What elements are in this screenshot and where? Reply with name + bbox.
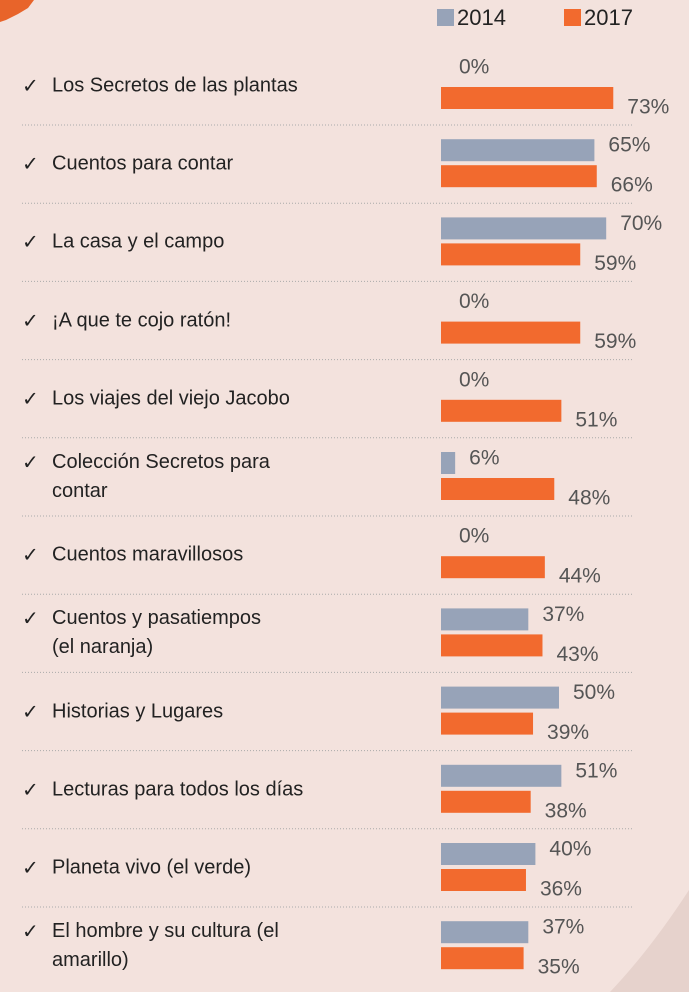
category-label: Planeta vivo (el verde) bbox=[22, 854, 422, 883]
value-label: 39% bbox=[547, 721, 589, 744]
value-label: 0% bbox=[459, 290, 489, 313]
value-label: 0% bbox=[459, 56, 489, 79]
category-label: El hombre y su cultura (el amarillo) bbox=[22, 917, 422, 975]
bar bbox=[441, 139, 595, 162]
value-label: 51% bbox=[575, 759, 617, 782]
value-label: 0% bbox=[459, 525, 489, 548]
value-label: 44% bbox=[559, 565, 601, 588]
value-label: 50% bbox=[573, 681, 615, 704]
value-label: 0% bbox=[459, 368, 489, 391]
category-label: La casa y el campo bbox=[22, 228, 422, 257]
bar bbox=[441, 452, 456, 474]
page-curl bbox=[610, 890, 689, 992]
bar bbox=[441, 686, 559, 709]
bar bbox=[441, 712, 534, 735]
bar bbox=[441, 478, 555, 500]
category-label: ¡A que te cojo ratón! bbox=[22, 306, 422, 335]
value-label: 59% bbox=[594, 252, 636, 275]
bar bbox=[441, 165, 597, 188]
bar bbox=[441, 243, 581, 266]
bar bbox=[441, 921, 529, 944]
category-label: Cuentos para contar bbox=[22, 150, 422, 179]
bar bbox=[441, 790, 531, 813]
decoration bbox=[0, 0, 34, 22]
value-label: 35% bbox=[538, 956, 580, 979]
value-label: 51% bbox=[575, 408, 617, 431]
legend-swatch bbox=[437, 9, 454, 26]
value-label: 36% bbox=[540, 878, 582, 901]
value-label: 73% bbox=[627, 96, 669, 119]
value-label: 38% bbox=[545, 799, 587, 822]
category-label: Lecturas para todos los días bbox=[22, 775, 422, 804]
value-label: 48% bbox=[568, 487, 610, 510]
category-label: Colección Secretos para contar bbox=[22, 448, 422, 506]
bar bbox=[441, 947, 524, 970]
legend-label: 2014 bbox=[457, 5, 506, 30]
value-label: 37% bbox=[542, 603, 584, 626]
value-label: 59% bbox=[594, 330, 636, 353]
category-label: Cuentos y pasatiempos (el naranja) bbox=[22, 604, 422, 662]
bar bbox=[441, 217, 607, 240]
bar bbox=[441, 869, 526, 891]
category-label: Los Secretos de las plantas bbox=[22, 72, 422, 101]
value-label: 6% bbox=[469, 447, 499, 470]
bar bbox=[441, 608, 529, 631]
value-label: 70% bbox=[620, 212, 662, 235]
value-label: 40% bbox=[549, 838, 591, 861]
legend-label: 2017 bbox=[584, 5, 633, 30]
bar bbox=[441, 843, 536, 865]
bar bbox=[441, 399, 562, 422]
category-label: Cuentos maravillosos bbox=[22, 541, 422, 570]
value-label: 65% bbox=[608, 134, 650, 157]
category-label: Historias y Lugares bbox=[22, 697, 422, 726]
bar bbox=[441, 634, 543, 657]
value-label: 37% bbox=[542, 916, 584, 939]
bar bbox=[441, 87, 614, 109]
bar bbox=[441, 321, 581, 344]
value-label: 43% bbox=[556, 643, 598, 666]
bar bbox=[441, 764, 562, 787]
legend-swatch bbox=[564, 9, 581, 26]
category-label: Los viajes del viejo Jacobo bbox=[22, 384, 422, 413]
bar bbox=[441, 556, 545, 579]
value-label: 66% bbox=[611, 174, 653, 197]
